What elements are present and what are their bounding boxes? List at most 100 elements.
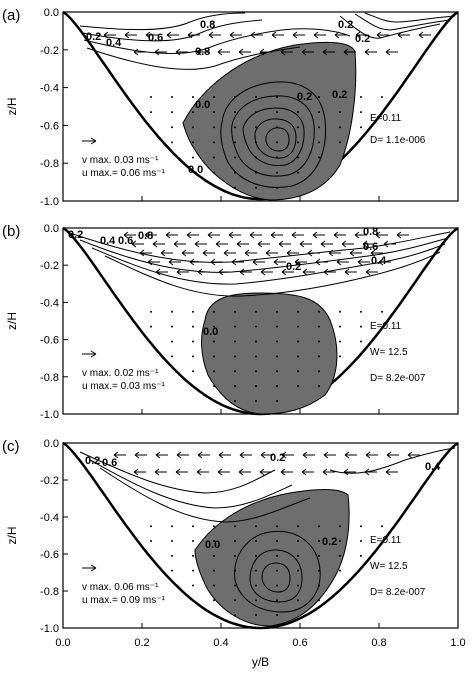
- velocity-dot: [339, 111, 341, 114]
- velocity-dot: [234, 310, 236, 313]
- parameter-text: W= 12.5: [370, 561, 408, 572]
- velocity-arrow-head: [301, 48, 307, 56]
- velocity-arrow-head: [131, 240, 137, 248]
- velocity-arrow-head: [320, 240, 326, 248]
- velocity-arrow-head: [238, 48, 244, 56]
- velocity-arrow-head: [385, 468, 391, 476]
- velocity-dot: [213, 540, 215, 543]
- velocity-dot: [192, 325, 194, 328]
- velocity-arrow-head: [307, 249, 313, 257]
- velocity-arrow-head: [341, 240, 347, 248]
- contour-label: 0.4: [106, 37, 122, 49]
- velocity-arrow-head: [215, 240, 221, 248]
- velocity-arrow-head: [376, 31, 382, 39]
- velocity-dot: [318, 385, 320, 388]
- contour-label: 0.6: [118, 235, 133, 247]
- velocity-arrow-head: [299, 240, 305, 248]
- velocity-dot: [213, 126, 215, 129]
- velocity-arrow-head: [354, 231, 360, 239]
- contour-label: 0.2: [355, 33, 370, 45]
- contour-label: 0.8: [363, 226, 378, 238]
- velocity-arrow-head: [145, 31, 151, 39]
- velocity-dot: [255, 525, 257, 528]
- velocity-dot: [297, 96, 299, 99]
- velocity-dot: [150, 96, 152, 99]
- velocity-arrow-head: [166, 31, 172, 39]
- velocity-dot: [213, 340, 215, 343]
- velocity-arrow-head: [370, 249, 376, 257]
- velocity-arrow-head: [280, 468, 286, 476]
- contour-label: 0.0: [203, 326, 218, 338]
- contour-line: [99, 467, 311, 523]
- velocity-arrow-head: [322, 468, 328, 476]
- velocity-dot: [255, 340, 257, 343]
- y-tick-label: -0.4: [40, 83, 59, 95]
- velocity-dot: [318, 370, 320, 373]
- velocity-dot: [255, 584, 257, 587]
- velocity-arrow-head: [238, 468, 244, 476]
- velocity-arrow-head: [364, 48, 370, 56]
- velocity-dot: [360, 554, 362, 557]
- velocity-dot: [192, 554, 194, 557]
- velocity-dot: [360, 525, 362, 528]
- velocity-arrow-head: [336, 258, 342, 266]
- negative-region: [194, 489, 350, 627]
- velocity-dot: [297, 554, 299, 557]
- velocity-dot: [360, 126, 362, 129]
- velocity-dot: [276, 141, 278, 144]
- velocity-arrow-head: [273, 258, 279, 266]
- velocity-dot: [276, 584, 278, 587]
- contour-line: [329, 447, 456, 474]
- velocity-dot: [297, 370, 299, 373]
- velocity-dot: [360, 111, 362, 114]
- velocity-dot: [318, 141, 320, 144]
- velocity-arrow-head: [365, 451, 371, 459]
- velocity-dot: [255, 96, 257, 99]
- y-axis-label: z/H: [5, 527, 19, 545]
- velocity-dot: [171, 340, 173, 343]
- velocity-arrow-head: [260, 268, 266, 276]
- velocity-arrow-head: [349, 249, 355, 257]
- velocity-dot: [150, 540, 152, 543]
- velocity-dot: [297, 171, 299, 174]
- velocity-dot: [339, 540, 341, 543]
- panel-label: (b): [2, 223, 20, 240]
- velocity-dot: [297, 156, 299, 159]
- velocity-arrow-head: [134, 451, 140, 459]
- velocity-dot: [318, 111, 320, 114]
- contour-label: 0.6: [148, 32, 163, 44]
- velocity-dot: [297, 540, 299, 543]
- contour-label: 0.8: [200, 19, 215, 31]
- velocity-arrow-head: [103, 31, 109, 39]
- x-tick-label: 0.4: [213, 637, 228, 649]
- velocity-arrow-head: [239, 268, 245, 276]
- velocity-arrow-head: [249, 231, 255, 239]
- velocity-arrow-head: [344, 451, 350, 459]
- contour-line: [91, 243, 446, 285]
- velocity-dot: [171, 141, 173, 144]
- velocity-dot: [276, 385, 278, 388]
- velocity-dot: [255, 385, 257, 388]
- velocity-arrow-head: [385, 48, 391, 56]
- velocity-dot: [297, 325, 299, 328]
- velocity-arrow-head: [281, 451, 287, 459]
- vmax-text: v max. 0.02 ms⁻¹: [82, 368, 159, 379]
- velocity-arrow-head: [194, 240, 200, 248]
- velocity-dot: [276, 569, 278, 572]
- velocity-arrow-head: [244, 249, 250, 257]
- velocity-dot: [213, 569, 215, 572]
- contour-line: [242, 107, 305, 167]
- velocity-arrow-head: [343, 468, 349, 476]
- velocity-dot: [192, 355, 194, 358]
- velocity-dot: [255, 370, 257, 373]
- velocity-arrow-head: [407, 451, 413, 459]
- velocity-arrow-head: [218, 268, 224, 276]
- velocity-arrow-head: [218, 451, 224, 459]
- bathymetry-curve: [62, 441, 459, 630]
- velocity-dot: [318, 569, 320, 572]
- velocity-dot: [276, 540, 278, 543]
- velocity-arrow-head: [236, 240, 242, 248]
- velocity-arrow-head: [165, 231, 171, 239]
- velocity-dot: [213, 370, 215, 373]
- velocity-arrow-head: [343, 48, 349, 56]
